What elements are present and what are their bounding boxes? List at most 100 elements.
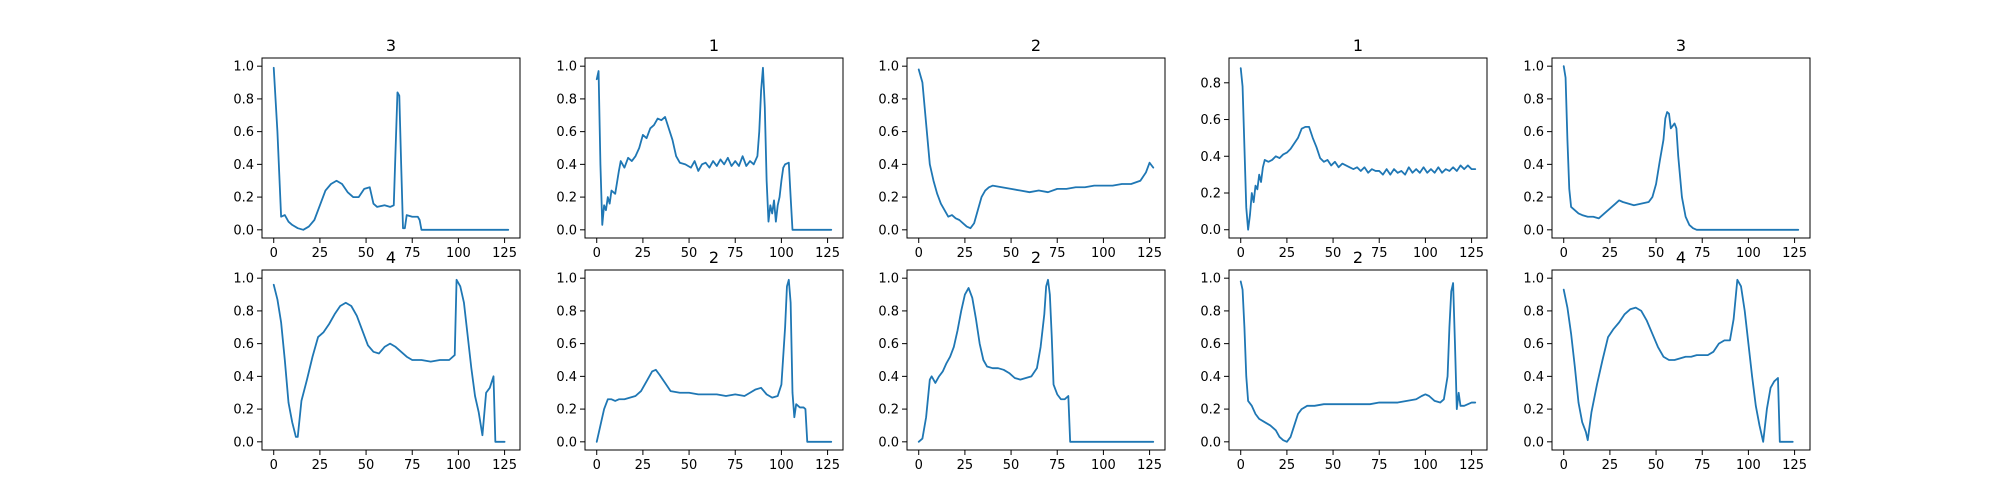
y-tick-label: 0.8 — [556, 92, 577, 107]
panel-title: 1 — [709, 36, 719, 55]
panel-10: 4 0 25 50 75 100 125 0.0 0.2 0.4 0.6 0.8 1.0 — [1523, 248, 1811, 473]
y-tick-label: 0.0 — [233, 223, 254, 238]
y-tick-label: 0.8 — [233, 92, 254, 107]
x-tick-label: 100 — [1413, 458, 1438, 473]
y-tick-label: 1.0 — [878, 272, 899, 287]
x-tick-label: 125 — [815, 458, 840, 473]
panel-title: 2 — [1353, 248, 1363, 267]
y-tick-label: 0.0 — [1200, 223, 1221, 238]
y-tick-label: 0.6 — [878, 337, 899, 352]
series-line — [1239, 280, 1477, 443]
x-tick-label: 75 — [1694, 458, 1711, 473]
y-tick-label: 0.2 — [233, 191, 254, 206]
x-tick-label: 0 — [1560, 246, 1568, 261]
y-tick-label: 0.4 — [878, 158, 899, 173]
y-tick-label: 0.6 — [233, 337, 254, 352]
y-tick-label: 0.0 — [556, 223, 577, 238]
panel-4: 1 0 25 50 75 100 125 0.0 0.2 0.4 0.6 0.8 — [1200, 36, 1488, 261]
y-tick-label: 0.6 — [1200, 337, 1221, 352]
y-tick-label: 0.2 — [1523, 191, 1544, 206]
x-tick-label: 0 — [270, 246, 278, 261]
x-tick-label: 100 — [1091, 246, 1116, 261]
y-tick-label: 1.0 — [556, 60, 577, 75]
x-tick-label: 0 — [270, 458, 278, 473]
x-tick-label: 50 — [358, 458, 375, 473]
x-tick-label: 50 — [1648, 246, 1665, 261]
x-tick-label: 125 — [1459, 458, 1484, 473]
x-tick-label: 25 — [312, 246, 329, 261]
axes-frame — [1228, 57, 1488, 239]
y-tick-label: 0.0 — [1523, 223, 1544, 238]
y-tick-label: 0.4 — [556, 370, 577, 385]
series-line — [1562, 65, 1800, 231]
axes-frame — [1551, 269, 1811, 451]
x-tick-label: 0 — [1560, 458, 1568, 473]
y-tick-label: 0.0 — [233, 435, 254, 450]
y-tick-label: 0.2 — [233, 403, 254, 418]
panel-8: 2 0 25 50 75 100 125 0.0 0.2 0.4 0.6 0.8 1.0 — [878, 248, 1166, 473]
panel-title: 4 — [386, 248, 396, 267]
y-tick-label: 0.4 — [1523, 158, 1544, 173]
x-tick-label: 25 — [635, 246, 652, 261]
x-tick-label: 50 — [1003, 458, 1020, 473]
x-tick-label: 125 — [492, 246, 517, 261]
panel-6: 4 0 25 50 75 100 125 0.0 0.2 0.4 0.6 0.8 1.0 — [233, 248, 521, 473]
panel-title: 3 — [1676, 36, 1686, 55]
y-tick-label: 1.0 — [1523, 60, 1544, 75]
y-tick-label: 0.6 — [556, 125, 577, 140]
series-line — [595, 278, 833, 443]
panel-title: 4 — [1676, 248, 1686, 267]
y-tick-label: 0.8 — [1200, 304, 1221, 319]
y-tick-label: 0.2 — [556, 403, 577, 418]
y-tick-label: 0.0 — [1200, 435, 1221, 450]
series-line — [917, 68, 1155, 230]
x-tick-label: 25 — [1602, 246, 1619, 261]
x-tick-label: 100 — [446, 458, 471, 473]
panel-title: 2 — [1031, 36, 1041, 55]
y-tick-label: 1.0 — [878, 60, 899, 75]
x-tick-label: 50 — [1325, 458, 1342, 473]
axes-frame — [261, 57, 521, 239]
y-tick-label: 0.8 — [1200, 76, 1221, 91]
x-tick-label: 100 — [1736, 458, 1761, 473]
y-tick-label: 1.0 — [556, 272, 577, 287]
x-tick-label: 75 — [404, 458, 421, 473]
y-tick-label: 0.2 — [878, 403, 899, 418]
x-tick-label: 75 — [727, 246, 744, 261]
y-tick-label: 1.0 — [233, 60, 254, 75]
y-tick-label: 0.6 — [233, 125, 254, 140]
y-tick-label: 0.4 — [878, 370, 899, 385]
x-tick-label: 25 — [312, 458, 329, 473]
y-tick-label: 0.8 — [1523, 304, 1544, 319]
x-tick-label: 125 — [1137, 246, 1162, 261]
panel-title: 3 — [386, 36, 396, 55]
x-tick-label: 0 — [1237, 246, 1245, 261]
x-tick-label: 125 — [1782, 458, 1807, 473]
x-tick-label: 0 — [593, 458, 601, 473]
x-tick-label: 25 — [1279, 458, 1296, 473]
x-tick-label: 75 — [1371, 458, 1388, 473]
x-tick-label: 125 — [1459, 246, 1484, 261]
axes-frame — [584, 57, 844, 239]
y-tick-label: 0.6 — [556, 337, 577, 352]
y-tick-label: 0.2 — [1523, 403, 1544, 418]
series-line — [917, 278, 1155, 443]
series-line — [1562, 278, 1794, 443]
y-tick-label: 1.0 — [233, 272, 254, 287]
x-tick-label: 125 — [1137, 458, 1162, 473]
series-line — [595, 66, 833, 231]
panel-title: 1 — [1353, 36, 1363, 55]
series-line — [272, 66, 510, 231]
y-tick-label: 0.2 — [556, 191, 577, 206]
axes-frame — [584, 269, 844, 451]
x-tick-label: 100 — [769, 458, 794, 473]
panel-7: 2 0 25 50 75 100 125 0.0 0.2 0.4 0.6 0.8 1.0 — [556, 248, 844, 473]
y-tick-label: 0.6 — [1523, 337, 1544, 352]
y-tick-label: 0.8 — [878, 304, 899, 319]
panel-3: 2 0 25 50 75 100 125 0.0 0.2 0.4 0.6 0.8 1.0 — [878, 36, 1166, 261]
axes-frame — [906, 57, 1166, 239]
x-tick-label: 75 — [404, 246, 421, 261]
x-tick-label: 100 — [1413, 246, 1438, 261]
y-tick-label: 1.0 — [1523, 272, 1544, 287]
